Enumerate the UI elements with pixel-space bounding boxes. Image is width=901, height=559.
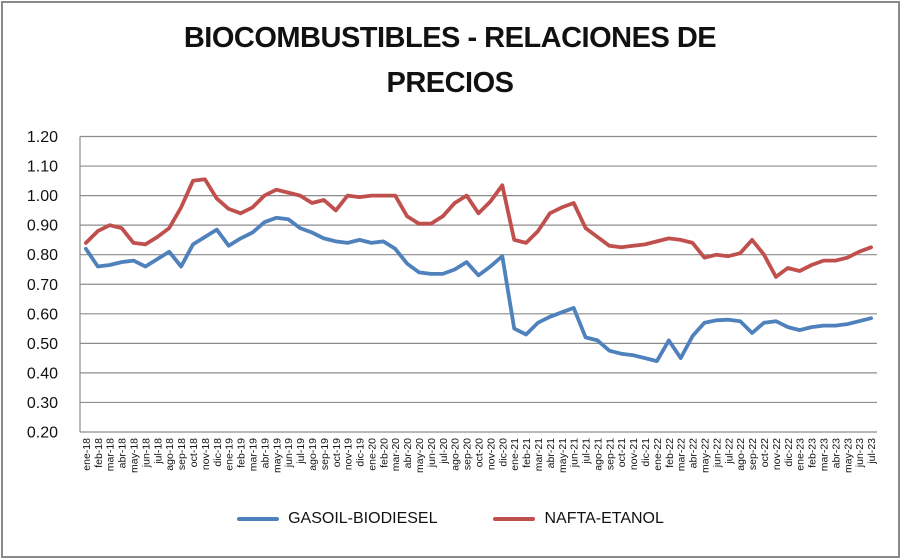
x-axis-tick-label: abr-20 [402, 438, 414, 469]
legend-label-gasoil-biodiesel: GASOIL-BIODIESEL [288, 510, 438, 527]
series-line-nafta-etanol [84, 177, 873, 279]
y-axis-tick-label: 1.20 [27, 129, 58, 146]
x-axis-tick-label: mar-18 [105, 438, 117, 471]
y-axis-tick-label: 0.70 [27, 277, 58, 294]
x-axis-tick-label: feb-20 [378, 438, 390, 468]
y-axis-tick-label: 0.20 [27, 425, 58, 442]
y-axis-tick-label: 0.40 [27, 365, 58, 382]
x-axis-tick-label: oct-22 [759, 438, 771, 467]
x-axis-tick-label: oct-21 [616, 438, 628, 467]
y-axis-tick-label: 0.80 [27, 247, 58, 264]
chart-title-line-1: BIOCOMBUSTIBLES - RELACIONES DE [183, 22, 717, 54]
x-axis-tick-label: jul-23 [866, 438, 878, 465]
x-axis-tick-label: oct-18 [188, 438, 200, 467]
x-axis-tick-label: abr-22 [688, 438, 700, 469]
legend-item-nafta-etanol: NAFTA-ETANOL [493, 510, 664, 528]
legend-line-swatch-red [493, 517, 536, 521]
y-axis-tick-label: 0.60 [27, 306, 58, 323]
x-axis-tick-label: ago-19 [307, 438, 319, 471]
x-axis-tick-label: mar-22 [676, 438, 688, 471]
x-axis-tick-label: sep-20 [462, 438, 474, 470]
x-axis-tick-label: jul-22 [723, 438, 735, 465]
x-axis-tick-label: ago-22 [735, 438, 747, 471]
x-axis-tick-label: ago-18 [164, 438, 176, 471]
x-axis-tick-label: oct-19 [331, 438, 343, 467]
x-axis-tick-label: nov-18 [200, 438, 212, 470]
y-axis-tick-label: 1.10 [27, 159, 58, 176]
x-axis-tick-label: ene-21 [509, 438, 521, 471]
y-axis-tick-label: 0.50 [27, 336, 58, 353]
x-axis-tick-label: jun-20 [426, 438, 438, 468]
x-axis-tick-label: sep-22 [747, 438, 759, 470]
x-axis-tick-label: ene-19 [224, 438, 236, 471]
x-axis-tick-label: sep-21 [604, 438, 616, 470]
x-axis-tick-label: feb-22 [664, 438, 676, 468]
x-axis-tick-label: jun-18 [140, 438, 152, 468]
x-axis-tick-label: abr-19 [259, 438, 271, 469]
x-axis-tick-label: abr-18 [117, 438, 129, 469]
series-line-gasoil-biodiesel [84, 215, 873, 364]
x-axis-tick-label: jul-18 [152, 438, 164, 465]
x-axis-tick-label: jun-19 [283, 438, 295, 468]
x-axis-tick-label: sep-18 [176, 438, 188, 470]
x-axis-tick-label: may-18 [129, 438, 141, 473]
x-axis-tick-label: dic-21 [640, 438, 652, 467]
x-axis-tick-label: jun-22 [711, 438, 723, 468]
x-axis-tick-label: sep-19 [319, 438, 331, 470]
legend-item-gasoil-biodiesel: GASOIL-BIODIESEL [237, 510, 437, 528]
x-axis-tick-label: ene-20 [366, 438, 378, 471]
x-axis-tick-label: ene-23 [795, 438, 807, 471]
x-axis-tick-label: ene-18 [81, 438, 93, 471]
legend: GASOIL-BIODIESEL NAFTA-ETANOL [0, 510, 901, 528]
y-axis-tick-label: 0.90 [27, 218, 58, 235]
x-axis-tick-label: ene-22 [652, 438, 664, 471]
x-axis-tick-label: feb-21 [521, 438, 533, 468]
x-axis-tick-label: may-21 [557, 438, 569, 473]
x-axis-tick-label: may-22 [700, 438, 712, 473]
x-axis-tick-label: nov-22 [771, 438, 783, 470]
x-axis-tick-label: abr-23 [830, 438, 842, 469]
y-axis-tick-label: 0.30 [27, 395, 58, 412]
x-axis-tick-label: mar-21 [533, 438, 545, 471]
x-axis-tick-label: may-19 [271, 438, 283, 473]
x-axis-tick-label: oct-20 [474, 438, 486, 467]
x-axis-tick-label: nov-21 [628, 438, 640, 470]
x-axis-tick-label: may-23 [842, 438, 854, 473]
x-axis-tick-label: mar-23 [818, 438, 830, 471]
x-axis-tick-label: feb-18 [93, 438, 105, 468]
x-axis-tick-label: mar-20 [390, 438, 402, 471]
x-axis-tick-label: dic-20 [497, 438, 509, 467]
chart-title: BIOCOMBUSTIBLES - RELACIONES DE PRECIOS [130, 16, 770, 106]
x-axis-tick-label: ago-21 [592, 438, 604, 471]
x-axis-tick-label: jul-19 [295, 438, 307, 465]
x-axis-tick-label: feb-23 [807, 438, 819, 468]
x-axis-tick-label: may-20 [414, 438, 426, 473]
x-axis-tick-label: jun-21 [569, 438, 581, 468]
x-axis-tick-label: abr-21 [545, 438, 557, 469]
x-axis-tick-label: nov-20 [485, 438, 497, 470]
chart-title-line-2: PRECIOS [386, 66, 514, 99]
x-axis-tick-label: jun-23 [854, 438, 866, 468]
x-axis-tick-label: jul-20 [438, 438, 450, 465]
legend-label-nafta-etanol: NAFTA-ETANOL [544, 510, 664, 527]
x-axis-tick-label: mar-19 [247, 438, 259, 471]
x-axis-tick-label: dic-18 [212, 438, 224, 467]
y-axis-tick-label: 1.00 [27, 188, 58, 205]
x-axis-tick-label: feb-19 [236, 438, 248, 468]
legend-line-swatch-blue [237, 517, 280, 521]
x-axis-tick-label: ago-20 [450, 438, 462, 471]
x-axis-tick-label: dic-22 [783, 438, 795, 467]
x-axis-tick-label: jul-21 [581, 438, 593, 465]
x-axis-tick-label: dic-19 [355, 438, 367, 467]
x-axis-tick-label: nov-19 [343, 438, 355, 470]
